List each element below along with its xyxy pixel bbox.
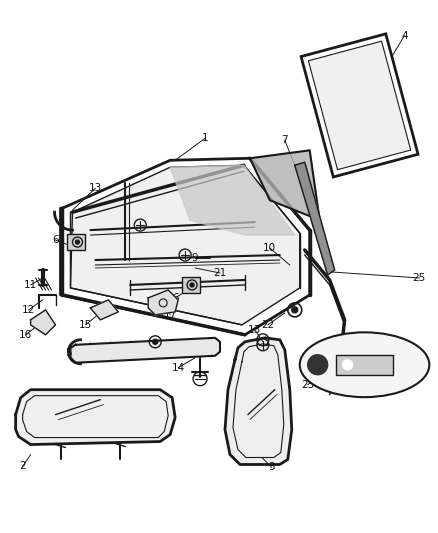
FancyBboxPatch shape <box>182 277 200 293</box>
Text: 9: 9 <box>192 253 198 263</box>
Polygon shape <box>71 338 220 363</box>
Polygon shape <box>71 165 300 325</box>
Text: 24: 24 <box>341 383 354 393</box>
Polygon shape <box>148 290 178 315</box>
Text: 21: 21 <box>213 268 226 278</box>
Circle shape <box>308 355 328 375</box>
Circle shape <box>292 307 298 313</box>
FancyBboxPatch shape <box>336 355 393 375</box>
Text: 7: 7 <box>282 135 288 146</box>
Polygon shape <box>170 165 295 235</box>
Circle shape <box>190 283 194 287</box>
Text: 11: 11 <box>24 280 37 290</box>
Text: 2: 2 <box>19 462 26 472</box>
Circle shape <box>153 340 158 344</box>
Text: 22: 22 <box>261 320 275 330</box>
Polygon shape <box>308 41 411 169</box>
Text: 16: 16 <box>19 330 32 340</box>
Circle shape <box>75 240 79 244</box>
Text: 3: 3 <box>268 463 275 472</box>
Polygon shape <box>16 390 175 445</box>
Text: 14: 14 <box>172 363 185 373</box>
Text: 12: 12 <box>22 305 35 315</box>
Text: 1: 1 <box>202 133 208 143</box>
Ellipse shape <box>300 333 429 397</box>
Polygon shape <box>225 338 292 464</box>
Text: 4: 4 <box>401 30 408 41</box>
Text: 15: 15 <box>79 320 92 330</box>
Text: 6: 6 <box>172 293 178 303</box>
Text: 23: 23 <box>301 379 314 390</box>
Text: 13: 13 <box>89 183 102 193</box>
Polygon shape <box>31 310 56 335</box>
FancyBboxPatch shape <box>67 234 85 250</box>
Text: 10: 10 <box>263 243 276 253</box>
Polygon shape <box>301 34 418 177</box>
Text: 25: 25 <box>413 273 426 283</box>
Text: 6: 6 <box>52 235 59 245</box>
Text: 5: 5 <box>65 348 72 358</box>
Polygon shape <box>90 300 118 320</box>
Text: 17: 17 <box>163 310 177 320</box>
Text: 13: 13 <box>248 325 261 335</box>
Polygon shape <box>250 150 320 220</box>
Circle shape <box>343 360 353 370</box>
Polygon shape <box>60 158 310 335</box>
Polygon shape <box>295 162 335 275</box>
